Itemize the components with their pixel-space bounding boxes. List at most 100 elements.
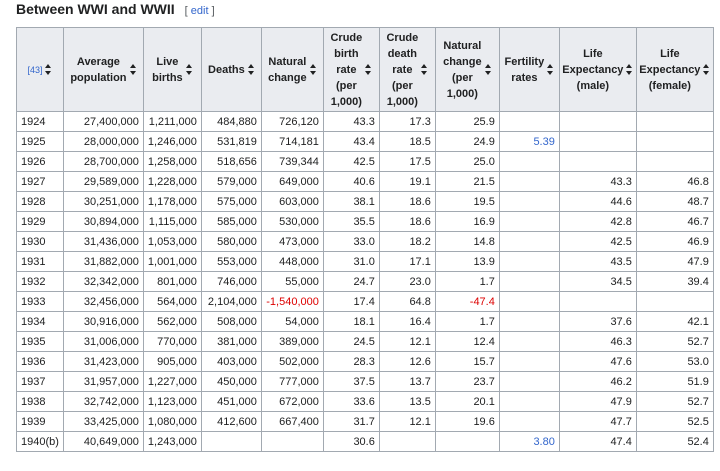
table-cell: 34.5: [558, 271, 637, 292]
sort-icon[interactable]: [626, 64, 633, 75]
table-cell: 1,211,000: [142, 111, 202, 132]
table-cell: [498, 251, 560, 272]
table-row: 1928 30,251,000 1,178,000 575,000 603,000 38.…: [16, 191, 714, 212]
column-header-label: Live births: [152, 55, 183, 84]
table-cell: 24.5: [322, 331, 380, 352]
sort-icon[interactable]: [484, 64, 492, 75]
table-cell: 46.2: [558, 371, 637, 392]
year-cell: 1929: [16, 211, 64, 232]
table-cell: 46.8: [635, 171, 714, 192]
table-cell: 16.4: [378, 311, 436, 332]
table-cell: 31,423,000: [62, 351, 144, 372]
table-cell: 2,104,000: [200, 291, 262, 312]
table-cell: 1,115,000: [142, 211, 202, 232]
table-cell: 18.2: [378, 231, 436, 252]
table-cell: [498, 331, 560, 352]
table-cell: [558, 291, 637, 312]
column-header[interactable]: Crude death rate (per 1,000): [378, 27, 436, 112]
table-cell: 31,006,000: [62, 331, 144, 352]
table-cell: 17.1: [378, 251, 436, 272]
year-cell: 1937: [16, 371, 64, 392]
table-cell: 603,000: [260, 191, 324, 212]
column-header[interactable]: Life Expectancy (male): [558, 27, 637, 112]
table-cell: 21.5: [434, 171, 500, 192]
table-cell: 575,000: [200, 191, 262, 212]
table-cell: 389,000: [260, 331, 324, 352]
table-cell: 30,894,000: [62, 211, 144, 232]
table-cell: 33.0: [322, 231, 380, 252]
table-cell: 46.3: [558, 331, 637, 352]
column-header[interactable]: Deaths: [200, 27, 262, 112]
year-cell: 1938: [16, 391, 64, 412]
table-cell: 20.1: [434, 391, 500, 412]
table-cell: 580,000: [200, 231, 262, 252]
table-cell: 16.9: [434, 211, 500, 232]
edit-link[interactable]: edit: [190, 5, 209, 17]
table-cell: 502,000: [260, 351, 324, 372]
table-cell: 30,916,000: [62, 311, 144, 332]
table-cell: 564,000: [142, 291, 202, 312]
table-cell: 42.1: [635, 311, 714, 332]
column-header[interactable]: Natural change: [260, 27, 324, 112]
table-cell: 38.1: [322, 191, 380, 212]
table-cell: 37.5: [322, 371, 380, 392]
sort-icon[interactable]: [365, 64, 372, 75]
column-header[interactable]: Fertility rates: [498, 27, 560, 112]
year-cell: 1939: [16, 411, 64, 432]
table-cell: 25.9: [434, 111, 500, 132]
table-cell[interactable]: 3.80: [498, 431, 560, 452]
column-header-label[interactable]: [43]: [27, 64, 43, 75]
sort-icon[interactable]: [547, 64, 554, 75]
column-header[interactable]: Live births: [142, 27, 202, 112]
table-cell: 381,000: [200, 331, 262, 352]
table-cell: 12.1: [378, 331, 436, 352]
table-cell: [498, 411, 560, 432]
sort-icon[interactable]: [185, 64, 193, 75]
table-cell: [635, 151, 714, 172]
table-cell: 31.7: [322, 411, 380, 432]
sort-icon[interactable]: [247, 64, 255, 76]
column-header[interactable]: [43]: [16, 27, 64, 112]
table-row: 1939 33,425,000 1,080,000 412,600 667,400 31.…: [16, 411, 714, 432]
year-cell: 1926: [16, 151, 64, 172]
year-cell: 1928: [16, 191, 64, 212]
year-cell: 1940(b): [16, 431, 64, 452]
table-cell: [558, 151, 637, 172]
table-cell: [200, 431, 262, 452]
table-cell: 448,000: [260, 251, 324, 272]
table-cell: [558, 111, 637, 132]
table-row: 1925 28,000,000 1,246,000 531,819 714,181 43.…: [16, 131, 714, 152]
table-cell: 1,246,000: [142, 131, 202, 152]
table-cell: -47.4: [434, 291, 500, 312]
table-cell: [498, 191, 560, 212]
year-cell: 1930: [16, 231, 64, 252]
table-row: 1924 27,400,000 1,211,000 484,880 726,120 43.…: [16, 111, 714, 132]
table-cell: 39.4: [635, 271, 714, 292]
table-cell: 18.6: [378, 191, 436, 212]
sort-icon[interactable]: [703, 64, 710, 75]
table-cell: 530,000: [260, 211, 324, 232]
table-cell: 14.8: [434, 231, 500, 252]
table-row: 1938 32,742,000 1,123,000 451,000 672,000 33.…: [16, 391, 714, 412]
table-cell: 46.7: [635, 211, 714, 232]
table-cell: 450,000: [200, 371, 262, 392]
sort-icon[interactable]: [421, 64, 428, 75]
table-cell: 1,001,000: [142, 251, 202, 272]
column-header[interactable]: Average population: [62, 27, 144, 112]
table-cell[interactable]: 5.39: [498, 131, 560, 152]
sort-icon[interactable]: [45, 64, 52, 76]
column-header-label: Natural change: [268, 55, 307, 84]
column-header[interactable]: Natural change (per 1,000): [434, 27, 500, 112]
table-row: 1936 31,423,000 905,000 403,000 502,000 28.3 1…: [16, 351, 714, 372]
table-cell: 770,000: [142, 331, 202, 352]
column-header[interactable]: Life Expectancy (female): [635, 27, 714, 112]
sort-icon[interactable]: [129, 64, 137, 75]
sort-icon[interactable]: [309, 64, 317, 75]
table-cell: 801,000: [142, 271, 202, 292]
table-cell: 13.5: [378, 391, 436, 412]
table-cell: [378, 431, 436, 452]
table-cell: 30.6: [322, 431, 380, 452]
table-cell: 12.1: [378, 411, 436, 432]
column-header[interactable]: Crude birth rate (per 1,000): [322, 27, 380, 112]
table-cell: 1,178,000: [142, 191, 202, 212]
